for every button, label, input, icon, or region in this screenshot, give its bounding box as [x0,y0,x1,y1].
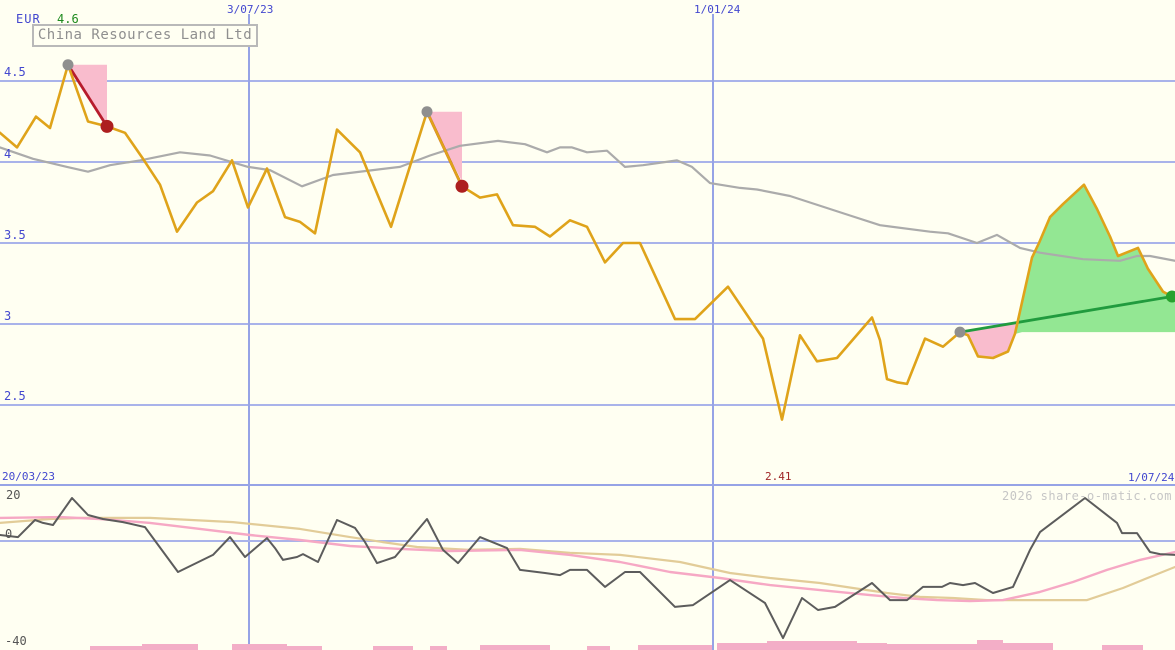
volume-bar [142,644,198,650]
volume-bar [638,645,712,650]
price-line [0,63,1175,421]
volume-bar [887,644,977,650]
osc-tick-0: 0 [5,527,13,541]
instrument-title: China Resources Land Ltd [37,27,253,43]
osc-tick-minus-40: -40 [5,634,27,648]
volume-bar [767,641,857,650]
volume-bar [587,646,610,650]
signal-line-slow [0,516,1175,602]
volume-bar [430,646,447,650]
volume-bar [232,644,287,650]
price-tick-3-5: 3.5 [4,228,26,242]
currency-label: EUR [16,12,41,26]
period-low-label: 2.41 [765,470,792,483]
segment-start-dot [62,59,74,71]
segment-start-dot [954,326,966,338]
date-label-end: 1/07/24 [1128,471,1175,484]
volume-bar [373,646,413,650]
volume-bar [857,643,887,650]
volume-bar [717,643,767,650]
watermark: 2026 share-o-matic.com [1002,489,1172,503]
volume-bar [90,646,142,650]
segment-end-dot-loss [455,179,469,193]
segment-end-dot-gain [1166,290,1175,303]
osc-tick-20: 20 [6,488,21,502]
date-label-start: 20/03/23 [2,470,55,483]
oscillator-line [0,497,1175,640]
period-high-label: 4.6 [57,12,79,26]
dip-fill [960,322,1016,358]
volume-bar [1003,643,1053,650]
signal-line-fast [0,515,1175,603]
price-tick-4-5: 4.5 [4,65,26,79]
up-trend-line [959,295,1173,334]
volume-bar [977,640,1003,650]
price-tick-2-5: 2.5 [4,389,26,403]
price-tick-3: 3 [4,309,12,323]
price-tick-4: 4 [4,147,12,161]
volume-bar [480,645,550,650]
date-label-jan24: 1/01/24 [694,3,741,16]
segment-end-dot-loss [100,119,114,133]
segment-start-dot [421,106,433,118]
volume-bar [287,646,322,650]
instrument-title-box: China Resources Land Ltd [32,24,258,47]
moving-average-line [0,139,1175,262]
down-trend-line-1 [66,64,109,128]
volume-bar [1102,645,1143,650]
date-label-jul23: 3/07/23 [227,3,274,16]
